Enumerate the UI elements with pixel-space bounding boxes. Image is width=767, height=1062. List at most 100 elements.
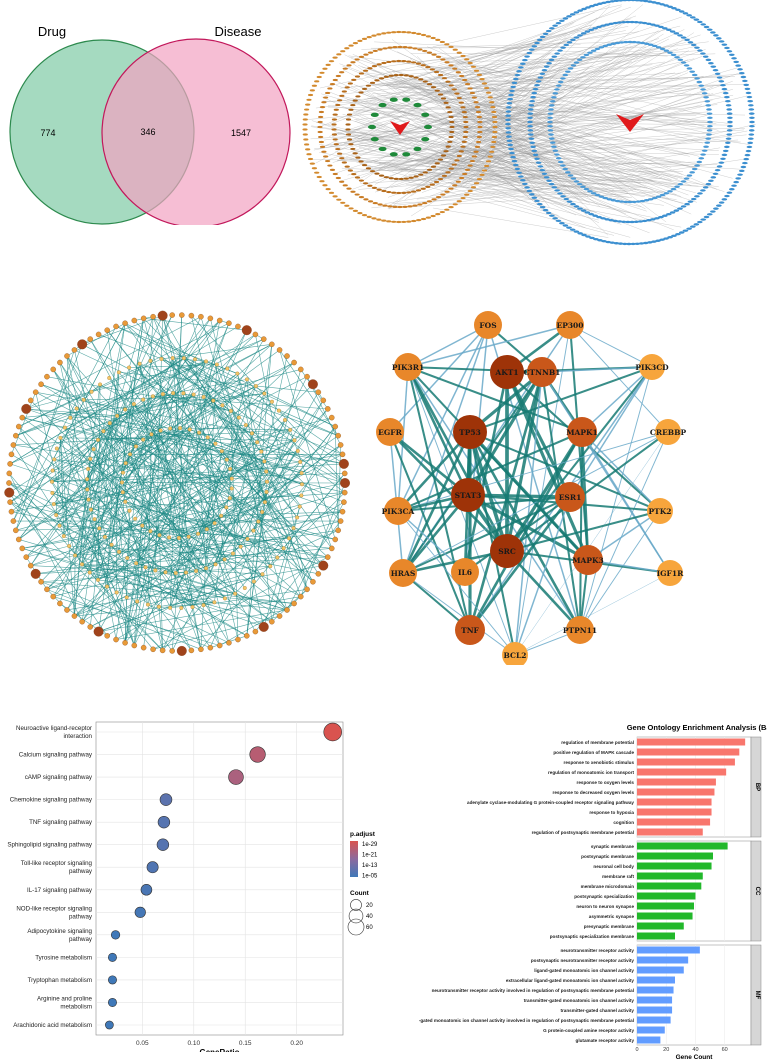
disease-target-node: [530, 95, 536, 99]
target-node: [406, 60, 412, 63]
disease-target-node: [573, 11, 580, 14]
target-node: [467, 164, 473, 167]
target-node: [335, 147, 341, 151]
disease-target-node: [726, 50, 733, 53]
disease-target-node: [706, 133, 712, 136]
target-node: [393, 177, 399, 180]
disease-target-node: [712, 172, 719, 176]
target-node: [358, 72, 365, 75]
target-node: [401, 191, 407, 194]
target-node: [303, 138, 309, 141]
disease-target-node: [633, 220, 640, 224]
go-bar: [637, 768, 727, 776]
disease-target-node: [718, 201, 725, 204]
x-tick-label: 0.10: [187, 1040, 200, 1047]
target-node: [416, 219, 422, 222]
disease-target-node: [534, 83, 540, 87]
ppi-node: [196, 531, 201, 536]
target-node: [386, 60, 392, 64]
target-node: [344, 86, 350, 89]
target-node: [369, 81, 376, 84]
disease-target-node: [548, 108, 554, 111]
ppi-node: [236, 415, 241, 420]
disease-target-node: [655, 2, 661, 5]
ppi-node: [288, 427, 293, 432]
target-node: [412, 47, 418, 50]
target-node: [473, 101, 479, 104]
disease-target-node: [749, 120, 755, 124]
disease-target-node: [726, 129, 733, 132]
target-node: [473, 182, 480, 185]
disease-target-node: [580, 209, 587, 212]
disease-target-node: [712, 68, 719, 72]
disease-target-node: [680, 61, 687, 64]
go-term-label: ligand-gated monoatomic ion channel acti…: [534, 968, 634, 973]
ppi-node: [58, 435, 63, 440]
ppi-node: [158, 428, 163, 433]
disease-target-node: [573, 205, 580, 208]
disease-target-node: [567, 67, 574, 70]
go-term-label: postsynaptic membrane: [581, 854, 634, 859]
disease-target-node: [541, 172, 548, 176]
target-node: [386, 220, 392, 223]
target-node: [361, 37, 368, 40]
go-term-label: synaptic membrane: [591, 844, 635, 849]
ppi-edges: [8, 314, 346, 652]
disease-target-node: [690, 197, 697, 201]
disease-target-node: [634, 0, 641, 2]
ppi-node: [128, 452, 133, 457]
target-node: [318, 140, 325, 144]
disease-target-node: [631, 40, 637, 44]
go-bar: [637, 912, 693, 920]
target-node: [396, 59, 402, 63]
hub-node-src: SRC: [490, 534, 524, 568]
ppi-node: [140, 315, 147, 322]
ppi-node: [123, 407, 128, 412]
disease-target-node: [531, 196, 538, 199]
target-node: [430, 165, 437, 168]
ppi-node: [97, 526, 102, 531]
go-term-label: regulation of monoatomic ion transport: [548, 770, 634, 775]
ppi-node: [13, 527, 19, 534]
ppi-node: [157, 604, 161, 609]
target-node: [383, 176, 389, 179]
disease-target-node: [601, 240, 607, 243]
target-node: [357, 212, 363, 215]
disease-target-node: [506, 102, 513, 105]
disease-target-node: [593, 237, 599, 241]
target-node: [441, 174, 448, 177]
ppi-node: [291, 600, 297, 607]
disease-target-node: [535, 80, 542, 83]
target-node: [336, 53, 342, 56]
disease-target-node: [683, 64, 690, 67]
pathway-dot: [156, 838, 170, 851]
go-bar: [637, 778, 716, 786]
ppi-node: [87, 570, 92, 575]
target-node: [317, 120, 323, 124]
disease-target-node: [527, 120, 533, 124]
hub-node-label: PTPN11: [563, 626, 597, 635]
disease-target-node: [718, 161, 725, 164]
ppi-node: [50, 468, 55, 473]
target-node: [361, 87, 368, 91]
ppi-node: [299, 471, 304, 476]
category-label: Tryptophan metabolism: [28, 977, 92, 984]
target-node: [489, 101, 495, 104]
category-label: NOD-like receptor signaling pathway: [16, 905, 93, 920]
disease-target-node: [548, 182, 555, 186]
compound-node: [421, 112, 430, 118]
target-node: [347, 169, 353, 172]
go-bar: [637, 798, 712, 806]
disease-target-node: [577, 207, 583, 210]
target-node: [306, 98, 312, 101]
ppi-node: [21, 403, 32, 414]
target-node: [396, 30, 402, 34]
disease-target-node: [570, 64, 577, 67]
go-term-label: membrane microdomain: [581, 884, 635, 889]
disease-target-node: [562, 17, 569, 20]
target-node: [302, 123, 308, 126]
ppi-node: [13, 432, 19, 439]
target-node: [479, 78, 485, 81]
target-node: [329, 168, 336, 171]
hub-node-ctnnb1: CTNNB1: [524, 357, 560, 387]
